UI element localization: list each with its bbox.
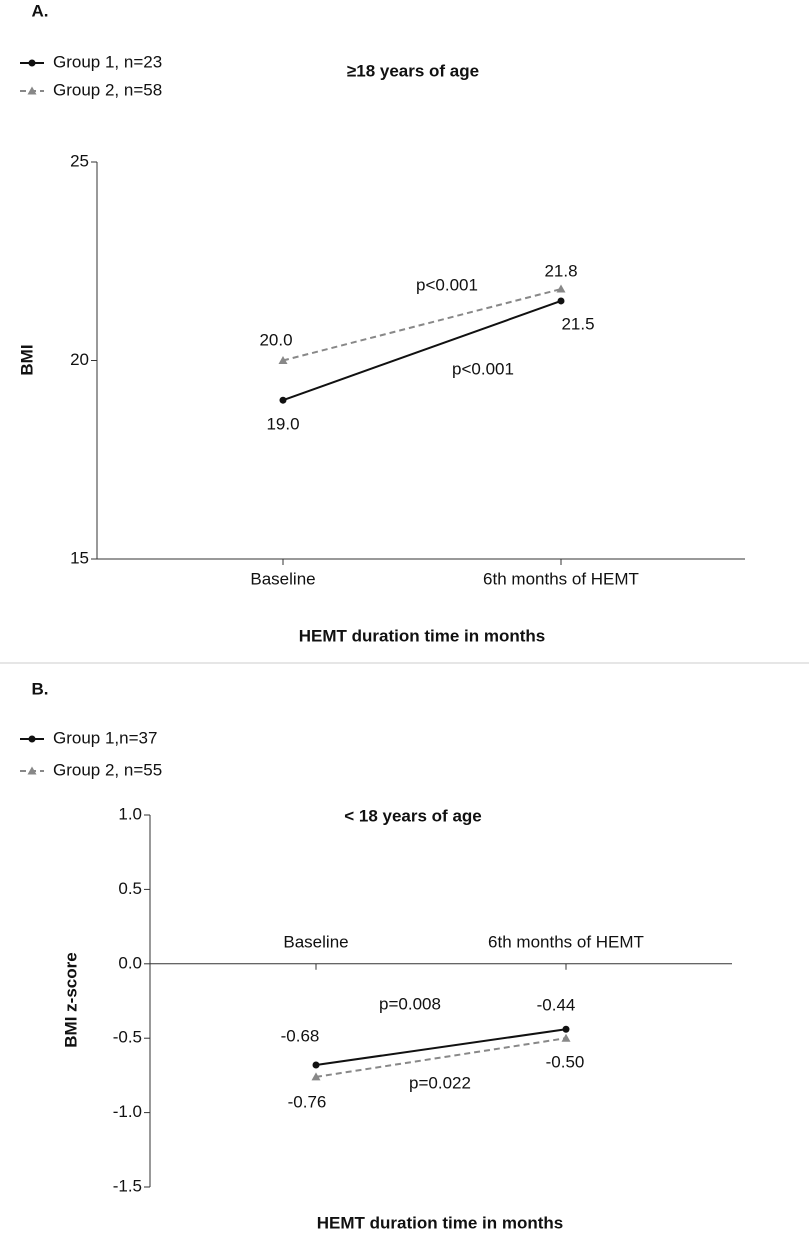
value-label: -0.68 <box>281 1026 320 1045</box>
point <box>557 297 565 305</box>
y-tick-label: 15 <box>70 548 89 567</box>
annotation: p<0.001 <box>416 275 478 294</box>
chart-title: < 18 years of age <box>344 806 482 825</box>
annotation: p<0.001 <box>452 359 514 378</box>
x-tick-label: Baseline <box>250 569 315 588</box>
point <box>279 396 287 404</box>
y-tick-label: 25 <box>70 151 89 170</box>
legend-label: Group 1,n=37 <box>53 728 157 747</box>
y-axis-label: BMI <box>17 344 36 375</box>
series-line <box>315 1028 567 1066</box>
point <box>28 59 36 67</box>
point <box>311 1072 321 1081</box>
y-tick-label: 0.0 <box>118 953 142 972</box>
legend-label: Group 2, n=58 <box>53 80 162 99</box>
y-tick-label: 0.5 <box>118 879 142 898</box>
y-tick-label: -1.5 <box>113 1176 142 1195</box>
value-label: 20.0 <box>259 330 292 349</box>
point <box>27 766 37 775</box>
value-label: -0.44 <box>537 995 576 1014</box>
legend-label: Group 1, n=23 <box>53 52 162 71</box>
panel-label: A. <box>32 1 49 20</box>
annotation: p=0.008 <box>379 994 441 1013</box>
point <box>561 1033 571 1042</box>
panel-label: B. <box>32 679 49 698</box>
y-axis-label: BMI z-score <box>61 952 80 1047</box>
point <box>27 86 37 95</box>
value-label: 19.0 <box>266 414 299 433</box>
x-axis-label: HEMT duration time in months <box>299 626 546 645</box>
y-tick-label: 20 <box>70 350 89 369</box>
series-line <box>282 300 562 402</box>
x-tick-label: Baseline <box>283 932 348 951</box>
legend-label: Group 2, n=55 <box>53 760 162 779</box>
point <box>28 735 36 743</box>
x-axis-label: HEMT duration time in months <box>317 1213 564 1232</box>
value-label: -0.50 <box>546 1052 585 1071</box>
point <box>278 356 288 364</box>
y-tick-label: -1.0 <box>113 1102 142 1121</box>
series-line <box>315 1037 567 1078</box>
value-label: -0.76 <box>288 1092 327 1111</box>
value-label: 21.8 <box>544 261 577 280</box>
point <box>562 1025 570 1033</box>
annotation: p=0.022 <box>409 1073 471 1092</box>
x-tick-label: 6th months of HEMT <box>483 569 639 588</box>
point <box>556 284 566 293</box>
value-label: 21.5 <box>561 314 594 333</box>
x-tick-label: 6th months of HEMT <box>488 932 644 951</box>
chart-title: ≥18 years of age <box>347 61 479 80</box>
point <box>312 1061 320 1069</box>
series-line <box>282 288 562 362</box>
y-tick-label: 1.0 <box>118 804 142 823</box>
y-tick-label: -0.5 <box>113 1028 142 1047</box>
